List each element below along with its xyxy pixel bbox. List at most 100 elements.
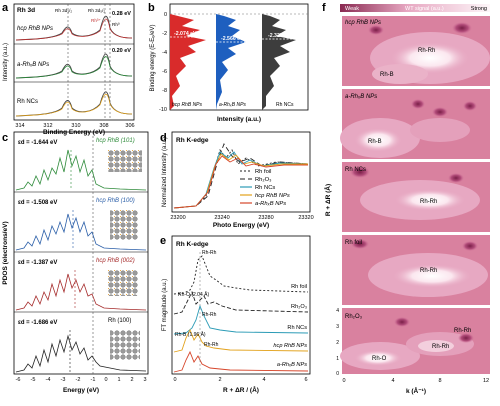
colorbar-weak: Weak [345, 6, 359, 12]
peak-annotation: Rh-Rh [202, 312, 217, 318]
frame [13, 131, 149, 375]
wt-map: hcp RhB NPs Rh-Rh Rh-B [342, 16, 490, 86]
legend-label: Rh foil [255, 169, 271, 175]
x-tick: -6 [16, 377, 21, 383]
x-tick: 2 [130, 377, 133, 383]
x-tick: 308 [99, 123, 108, 129]
dos-fill-hcp [170, 14, 206, 110]
frame [171, 235, 311, 375]
x-tick: -4 [46, 377, 51, 383]
y-ticks: 4 3 2 1 0 [336, 308, 339, 377]
x-tick: 2 [218, 377, 221, 383]
x-tick: 314 [15, 123, 24, 129]
peak-annotation: Rh-Rh [204, 342, 219, 348]
y-tick: -6 [162, 69, 167, 75]
x-tick: -3 [61, 377, 66, 383]
frame [13, 3, 135, 121]
x-axis-label: k (Å⁻¹) [406, 386, 426, 395]
y-tick: -4 [162, 50, 167, 56]
legend-label: hcp RhB NPs [255, 193, 290, 199]
y-tick: 0 [336, 371, 339, 377]
x-tick: 4 [262, 377, 265, 383]
atom-model-image [110, 330, 140, 360]
legend: Rh foil Rh₂O₃ Rh NCs hcp RhB NPs a-RhₓB … [240, 169, 290, 207]
panel-c: c εd = -1.644 eV εd = -1.508 eV εd = -1.… [2, 131, 149, 394]
x-tick: 23240 [214, 215, 229, 221]
map-title: Rh foil [345, 240, 362, 246]
frame [171, 131, 311, 213]
panel-letter: d [160, 132, 167, 144]
y-ticks: 0 -2 -4 -6 -8 -10 [159, 12, 167, 113]
column-name: Rh NCs [276, 102, 294, 108]
peak-annotation: Rh-O (2.04 Å) [178, 291, 209, 298]
xps-spectra [15, 15, 133, 117]
x-tick: 1 [117, 377, 120, 383]
x-axis-label: Energy (eV) [63, 387, 99, 394]
x-tick: 0 [342, 378, 345, 384]
x-tick: 6 [304, 377, 307, 383]
panel-letter: b [148, 2, 155, 14]
x-tick: -1 [91, 377, 96, 383]
ft-curves [173, 255, 309, 373]
peak-label: Rh 3d₃/₂ [55, 8, 72, 13]
column-name: hcp RhB NPs [172, 102, 203, 108]
x-ticks: -6 -5 -4 -3 -2 -1 0 1 2 3 [16, 377, 147, 383]
wt-map: Rh NCs Rh-Rh [342, 162, 490, 232]
x-tick: -2 [76, 377, 81, 383]
panel-b: b -2.074 eV -2.566 eV -2.325 eV hcp RhB … [148, 2, 309, 123]
facet-name: hcp RhB (100) [96, 198, 135, 204]
map-title: a-RhₓB NPs [345, 94, 377, 100]
x-ticks: 0 4 8 12 [342, 378, 489, 384]
dband-value: -2.325 eV [268, 33, 291, 39]
curve-label: a-RhₓB NPs [277, 362, 307, 368]
panel-letter: e [160, 235, 166, 247]
x-tick: 306 [125, 123, 134, 129]
x-tick: 23320 [298, 215, 313, 221]
panel-d: d Rh K-edge Rh foil Rh₂O₃ Rh NCs hcp RhB… [160, 131, 314, 229]
column-name: a-RhₓB NPs [219, 102, 246, 108]
panel-a: a Rh 3d Rh 3d₃/₂ Rh 3d₅/₂ Rh³⁺ Rh⁰ hcp R… [2, 2, 135, 136]
peak-annotation: Rh-B (1.96 Å) [175, 331, 206, 338]
x-axis-label: Binding Energy (eV) [43, 129, 105, 136]
x-axis-label: Photo Energy (eV) [213, 222, 269, 229]
atom-model-image [108, 270, 138, 296]
panel-letter: f [322, 2, 326, 14]
dos-fill-rhnc [262, 14, 296, 110]
map-label: Rh-O [372, 356, 387, 362]
curve-label: Rh₂O₃ [291, 304, 307, 310]
curve-labels: Rh foil Rh₂O₃ Rh NCs hcp RhB NPs a-RhₓB … [273, 284, 307, 368]
curve-label: Rh NCs [287, 325, 307, 331]
peak-label: Rh⁰ [112, 22, 120, 27]
wt-map: Rh foil Rh-Rh [342, 235, 490, 305]
x-tick: 312 [43, 123, 52, 129]
xanes-curves [173, 143, 309, 209]
x-tick: 0 [173, 377, 176, 383]
x-tick: 23200 [170, 215, 185, 221]
y-tick: -8 [162, 88, 167, 94]
pdos-curves [15, 149, 147, 373]
x-tick: 0 [104, 377, 107, 383]
colorbar [340, 4, 490, 12]
panel-label: Rh K-edge [176, 241, 209, 248]
x-axis-label: Intensity (a.u.) [217, 116, 261, 123]
y-tick: 1 [336, 356, 339, 362]
x-tick: 8 [438, 378, 441, 384]
atom-model-image [110, 210, 138, 240]
row-name: Rh NCs [17, 99, 38, 105]
peak-annotation: Rh-Rh [202, 250, 217, 256]
panel-letter: c [2, 132, 8, 144]
x-tick: 12 [483, 378, 489, 384]
x-axis-label: R + ΔR / (Å) [223, 385, 259, 394]
facet-name: hcp RhB (101) [96, 138, 135, 144]
map-title: Rh₂O₃ [345, 314, 363, 320]
dos-fill-arhb [216, 14, 246, 110]
map-title: hcp RhB NPs [345, 20, 381, 26]
x-tick: 3 [143, 377, 146, 383]
dband-center: εd = -1.508 eV [18, 200, 57, 206]
map-label: Rh-Rh [432, 344, 449, 350]
x-tick: 23280 [258, 215, 273, 221]
panel-label: Rh 3d [17, 7, 35, 14]
map-label: Rh-B [368, 139, 382, 145]
panel-f: f Weak WT signal (a.u.) Strong hcp RhB N… [322, 2, 490, 395]
